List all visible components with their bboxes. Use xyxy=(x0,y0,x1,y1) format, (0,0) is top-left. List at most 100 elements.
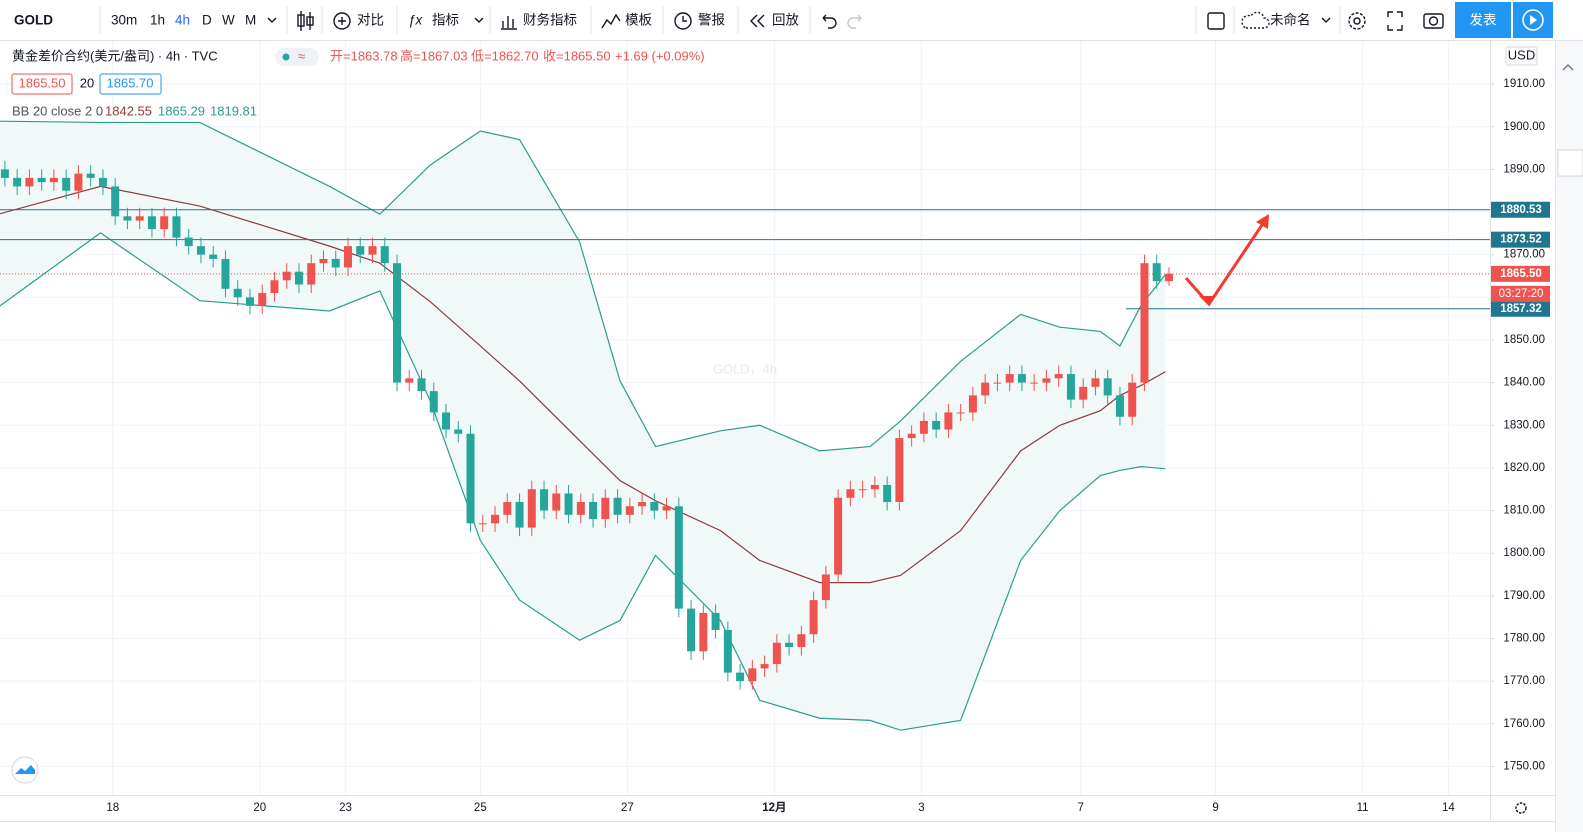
candle-body xyxy=(625,506,634,515)
legend-close: 收=1865.50 xyxy=(543,48,611,63)
x-tick-label: 18 xyxy=(106,802,119,814)
x-tick-label: 23 xyxy=(339,802,352,814)
y-tick-label: 1850.00 xyxy=(1503,334,1545,346)
candle-body xyxy=(160,216,169,230)
alert-icon[interactable] xyxy=(674,12,692,30)
candle-body xyxy=(172,216,181,238)
candle-body xyxy=(1164,273,1173,282)
candle-body xyxy=(196,246,205,255)
market-dot xyxy=(282,53,290,61)
template-icon[interactable] xyxy=(601,13,621,29)
bid-price[interactable]: 1865.50 xyxy=(19,75,66,90)
side-tab[interactable] xyxy=(1557,149,1583,177)
candle-body xyxy=(662,506,671,511)
legend-open: 开=1863.78 xyxy=(330,48,398,63)
cloud-icon[interactable] xyxy=(1241,11,1270,29)
axis-settings-icon[interactable] xyxy=(1515,802,1527,814)
candle-body xyxy=(135,216,144,221)
drawn-arrow[interactable] xyxy=(1184,218,1268,307)
candle-body xyxy=(503,502,512,515)
checkbox-icon[interactable] xyxy=(1207,12,1225,30)
candle-style-icon[interactable] xyxy=(297,11,314,31)
collapse-icon[interactable] xyxy=(1562,63,1574,71)
legend-change: +1.69 (+0.09%) xyxy=(615,48,705,63)
undo-icon[interactable] xyxy=(822,14,837,29)
snapshot-icon[interactable] xyxy=(1423,13,1444,29)
candle-body xyxy=(74,173,83,191)
candle-body xyxy=(809,600,818,635)
financials-icon[interactable] xyxy=(501,16,517,30)
candle-body xyxy=(736,672,745,682)
price-tag-bg xyxy=(1491,201,1550,218)
publish-button[interactable]: 发表 xyxy=(1470,13,1498,28)
currency[interactable]: USD xyxy=(1508,47,1535,62)
candle-body xyxy=(1042,378,1051,383)
chevron[interactable] xyxy=(474,17,484,23)
x-tick-label: 12月 xyxy=(762,801,786,814)
candle-body xyxy=(380,246,389,264)
indicator-button[interactable]: 指标 xyxy=(432,13,459,28)
fullscreen-icon[interactable] xyxy=(1387,11,1403,31)
compare-icon[interactable] xyxy=(333,12,351,30)
interval[interactable]: 1h xyxy=(150,13,165,28)
financials-button[interactable]: 财务指标 xyxy=(523,13,577,28)
candle-body xyxy=(184,237,193,247)
spread: 20 xyxy=(80,75,94,90)
price-tag-bg xyxy=(1491,231,1550,248)
candle-body xyxy=(723,629,732,673)
candle-body xyxy=(1054,374,1063,379)
watermark: GOLD，4h xyxy=(713,361,777,376)
x-tick-label: 7 xyxy=(1078,802,1084,814)
x-tick-label: 9 xyxy=(1212,802,1218,814)
countdown-bg xyxy=(1491,285,1550,302)
compare-button[interactable]: 对比 xyxy=(357,13,384,28)
y-tick-label: 1800.00 xyxy=(1503,547,1545,559)
candle-body xyxy=(1030,382,1039,384)
indicator-icon[interactable]: ƒx xyxy=(408,13,424,28)
alert-button[interactable]: 警报 xyxy=(698,13,725,28)
layout-name[interactable]: 未命名 xyxy=(1270,12,1311,28)
candle-body xyxy=(62,177,71,191)
bb-upper xyxy=(0,120,1166,452)
replay-button[interactable]: 回放 xyxy=(772,13,800,28)
symbol[interactable]: GOLD xyxy=(14,13,53,28)
interval[interactable]: D xyxy=(202,13,212,28)
candle-body xyxy=(294,271,303,285)
interval[interactable]: M xyxy=(245,13,256,28)
bid-box[interactable] xyxy=(11,73,73,95)
candle-body xyxy=(209,254,218,259)
ask-price[interactable]: 1865.70 xyxy=(107,75,154,90)
redo-icon[interactable] xyxy=(847,14,862,29)
chevron[interactable] xyxy=(267,17,277,23)
template-button[interactable]: 模板 xyxy=(625,13,653,28)
candle-body xyxy=(870,484,879,490)
candle-body xyxy=(576,502,585,515)
y-tick-label: 1780.00 xyxy=(1503,633,1545,645)
interval[interactable]: 30m xyxy=(111,13,137,28)
interval[interactable]: W xyxy=(222,13,235,28)
candle-body xyxy=(589,502,598,520)
settings-icon[interactable] xyxy=(1348,12,1366,30)
ask-box[interactable] xyxy=(99,73,162,95)
candle-body xyxy=(748,668,757,682)
y-tick-label: 1840.00 xyxy=(1503,377,1545,389)
candle-body xyxy=(147,216,156,230)
logo[interactable] xyxy=(11,756,39,784)
arrow-head xyxy=(1256,214,1269,229)
candle-body xyxy=(478,523,487,525)
bb-basis xyxy=(0,185,1166,584)
currency-box[interactable] xyxy=(1505,46,1538,66)
candle-body xyxy=(98,177,107,187)
candle-body xyxy=(515,502,524,528)
chevron[interactable] xyxy=(1321,17,1331,23)
interval[interactable]: 4h xyxy=(175,13,190,28)
legend-toggle[interactable] xyxy=(275,48,319,66)
candle-body xyxy=(454,429,463,434)
candle-body xyxy=(429,391,438,413)
publish-button-bg[interactable] xyxy=(1455,2,1511,38)
candle-body xyxy=(1005,374,1014,383)
legend-low: 低=1862.70 xyxy=(471,48,539,63)
candle-body xyxy=(527,489,536,528)
price-tag: 1873.52 xyxy=(1500,234,1542,246)
replay-icon[interactable] xyxy=(750,14,765,28)
